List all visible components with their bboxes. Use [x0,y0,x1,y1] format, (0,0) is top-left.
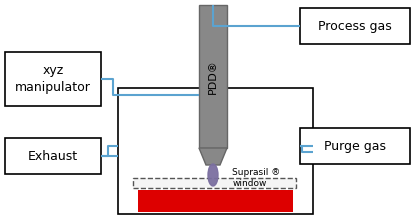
Bar [300,128,410,164]
Polygon shape [199,148,227,165]
Bar [138,190,293,212]
Bar [5,52,101,106]
Bar [199,5,227,148]
Text: Process gas: Process gas [318,19,392,32]
Bar [300,8,410,44]
Ellipse shape [208,164,218,186]
Text: xyz
manipulator: xyz manipulator [15,64,91,94]
Bar [5,138,101,174]
Text: Purge gas: Purge gas [324,140,386,153]
Text: Suprasil ®
window: Suprasil ® window [233,168,281,188]
Bar [133,178,296,188]
Text: PDD®: PDD® [208,59,218,94]
Text: Exhaust: Exhaust [28,149,78,162]
Bar [118,88,313,214]
